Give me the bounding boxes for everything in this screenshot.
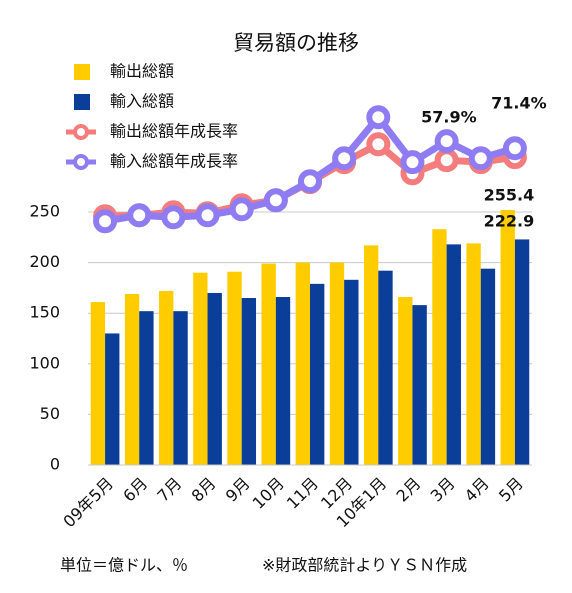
bar [275, 297, 291, 465]
legend-swatch [74, 64, 90, 80]
bar [295, 262, 310, 465]
y-tick-label: 200 [29, 252, 60, 271]
bar [432, 229, 447, 465]
bar [241, 298, 257, 465]
legend-label: 輸出総額年成長率 [110, 122, 238, 141]
x-tick-label: 11月 [283, 474, 322, 513]
bar [480, 268, 496, 465]
unit-note: 単位＝億ドル、％ [60, 556, 188, 575]
bar [261, 263, 276, 465]
bar [514, 239, 530, 465]
x-tick-label: 6月 [119, 474, 151, 506]
bar [124, 293, 140, 465]
value-label: 57.9% [421, 108, 477, 127]
bar [500, 210, 515, 465]
x-tick-label: 3月 [427, 474, 459, 506]
x-tick-label: 7月 [153, 474, 185, 506]
value-label: 255.4 [484, 186, 535, 205]
bar [446, 244, 461, 465]
bar [207, 292, 222, 465]
legend-marker [73, 154, 89, 170]
x-tick-label: 10月 [249, 474, 288, 513]
bar [398, 297, 413, 465]
bar [90, 302, 106, 465]
bar [173, 311, 188, 465]
line-marker [502, 136, 527, 161]
line-marker [263, 188, 288, 213]
line-marker [468, 146, 493, 171]
x-tick-label: 5月 [495, 474, 527, 506]
y-tick-label: 0 [50, 455, 60, 474]
legend-label: 輸出総額 [110, 62, 174, 81]
value-label: 71.4% [491, 94, 547, 113]
line-marker [366, 132, 391, 157]
bar [329, 262, 345, 465]
y-tick-label: 250 [29, 202, 60, 221]
value-label: 222.9 [484, 212, 535, 231]
line-marker [229, 197, 254, 222]
line-marker [400, 150, 425, 175]
bar [466, 243, 481, 465]
source-note: ※財政部統計よりＹＳＮ作成 [262, 556, 467, 575]
bar [412, 305, 427, 465]
legend-marker [73, 124, 89, 140]
y-tick-label: 50 [40, 404, 60, 423]
x-tick-label: 8月 [188, 474, 220, 506]
line-marker [127, 203, 152, 228]
chart-title: 貿易額の推移 [233, 31, 359, 55]
legend-label: 輸入総額年成長率 [110, 152, 238, 171]
bar [310, 283, 325, 465]
bar [105, 333, 120, 465]
x-tick-label: 09年5月 [59, 474, 117, 532]
line-marker [332, 146, 357, 171]
bar [227, 271, 242, 465]
bar [344, 279, 359, 465]
line-marker [161, 205, 186, 230]
line-marker [366, 105, 391, 130]
bar [193, 272, 208, 465]
bar [159, 290, 174, 465]
line-marker [93, 209, 118, 234]
x-tick-label: 4月 [461, 474, 493, 506]
bar [378, 270, 393, 465]
legend-swatch [74, 94, 90, 110]
line-marker [434, 148, 459, 173]
line-marker [434, 129, 459, 154]
bar [139, 311, 154, 465]
line-marker [298, 169, 322, 194]
line-marker [195, 203, 220, 228]
bar [363, 245, 379, 465]
y-tick-label: 150 [29, 303, 60, 322]
x-tick-label: 2月 [393, 474, 425, 506]
legend-label: 輸入総額 [110, 92, 174, 111]
y-tick-label: 100 [29, 353, 60, 372]
